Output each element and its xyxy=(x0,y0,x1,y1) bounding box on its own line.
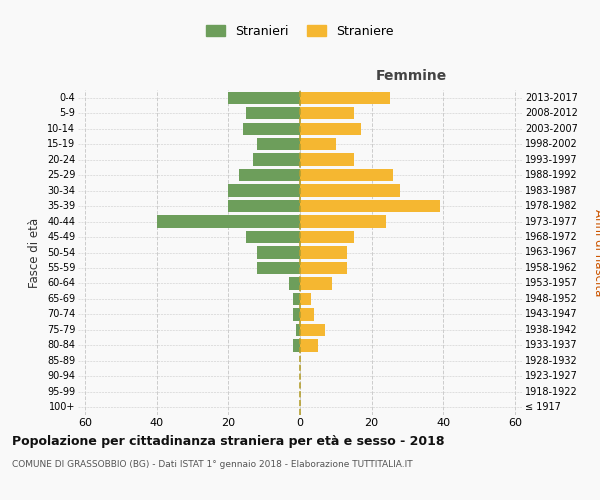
Bar xyxy=(296,324,300,336)
Bar xyxy=(300,324,325,336)
Bar xyxy=(229,200,300,212)
Bar xyxy=(293,339,300,351)
Text: COMUNE DI GRASSOBBIO (BG) - Dati ISTAT 1° gennaio 2018 - Elaborazione TUTTITALIA: COMUNE DI GRASSOBBIO (BG) - Dati ISTAT 1… xyxy=(12,460,413,469)
Bar xyxy=(300,292,311,305)
Bar xyxy=(246,231,300,243)
Bar xyxy=(293,308,300,320)
Bar xyxy=(246,107,300,120)
Bar xyxy=(257,262,300,274)
Bar xyxy=(257,246,300,258)
Bar xyxy=(239,169,300,181)
Bar xyxy=(300,308,314,320)
Bar xyxy=(157,216,300,228)
Bar xyxy=(300,154,354,166)
Legend: Stranieri, Straniere: Stranieri, Straniere xyxy=(203,21,397,42)
Bar xyxy=(300,107,354,120)
Bar xyxy=(300,246,347,258)
Bar xyxy=(257,138,300,150)
Text: Popolazione per cittadinanza straniera per età e sesso - 2018: Popolazione per cittadinanza straniera p… xyxy=(12,435,445,448)
Y-axis label: Anni di nascita: Anni di nascita xyxy=(592,209,600,296)
Bar xyxy=(300,278,332,289)
Bar xyxy=(300,169,393,181)
Bar xyxy=(300,339,318,351)
Y-axis label: Fasce di età: Fasce di età xyxy=(28,218,41,288)
Bar xyxy=(300,122,361,135)
Bar xyxy=(229,92,300,104)
Bar xyxy=(300,216,386,228)
Bar xyxy=(229,184,300,197)
Bar xyxy=(300,231,354,243)
Bar xyxy=(300,138,336,150)
Bar xyxy=(253,154,300,166)
Bar xyxy=(289,278,300,289)
Bar xyxy=(300,200,440,212)
Text: Femmine: Femmine xyxy=(376,70,446,84)
Bar xyxy=(293,292,300,305)
Bar xyxy=(243,122,300,135)
Bar xyxy=(300,184,400,197)
Bar xyxy=(300,92,389,104)
Bar xyxy=(300,262,347,274)
